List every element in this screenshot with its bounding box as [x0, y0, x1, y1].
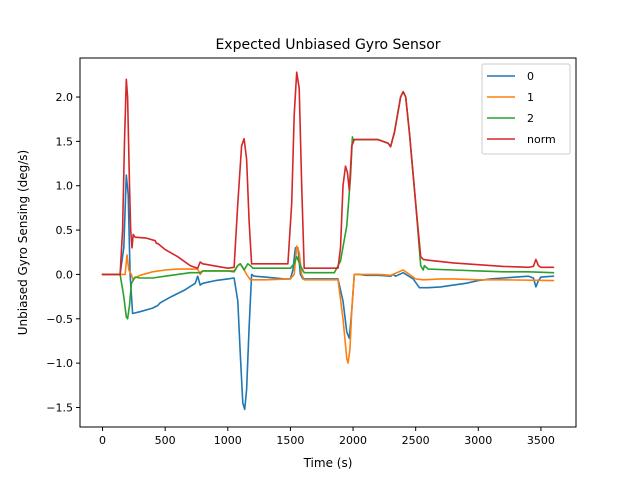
y-tick-label: −0.5: [46, 313, 73, 326]
series-line-0: [101, 174, 555, 411]
legend-label-1: 1: [527, 91, 534, 104]
series-layer: [101, 71, 555, 411]
x-tick-label: 3000: [464, 434, 492, 447]
y-tick-label: 2.0: [56, 91, 74, 104]
y-axis-ticks: −1.5 −1.0 −0.5 0.0 0.5 1.0 1.5 2.0: [46, 91, 80, 414]
series-line-3: [101, 71, 555, 276]
legend-label-3: norm: [527, 133, 556, 146]
y-tick-label: −1.0: [46, 357, 73, 370]
x-axis-label: Time (s): [303, 456, 353, 470]
chart-title: Expected Unbiased Gyro Sensor: [215, 37, 440, 53]
x-tick-label: 2000: [339, 434, 367, 447]
y-tick-label: 1.0: [56, 180, 74, 193]
y-tick-label: 0.5: [56, 224, 74, 237]
x-axis-ticks: 0 500 1000 1500 2000 2500 3000 3500: [99, 427, 555, 447]
legend: 0 1 2 norm: [481, 63, 571, 155]
legend-label-2: 2: [527, 112, 534, 125]
y-tick-label: 1.5: [56, 135, 74, 148]
x-tick-label: 1000: [214, 434, 242, 447]
legend-box: [481, 63, 571, 155]
series-line-1: [101, 245, 555, 364]
x-tick-label: 3500: [527, 434, 555, 447]
x-tick-label: 2500: [402, 434, 430, 447]
x-tick-label: 0: [99, 434, 106, 447]
legend-label-0: 0: [527, 70, 534, 83]
plot-frame: [79, 57, 577, 428]
y-tick-label: −1.5: [46, 401, 73, 414]
y-tick-label: 0.0: [56, 268, 74, 281]
y-axis-label: Unbiased Gyro Sensing (deg/s): [16, 150, 30, 336]
x-tick-label: 1500: [276, 434, 304, 447]
x-tick-label: 500: [155, 434, 176, 447]
